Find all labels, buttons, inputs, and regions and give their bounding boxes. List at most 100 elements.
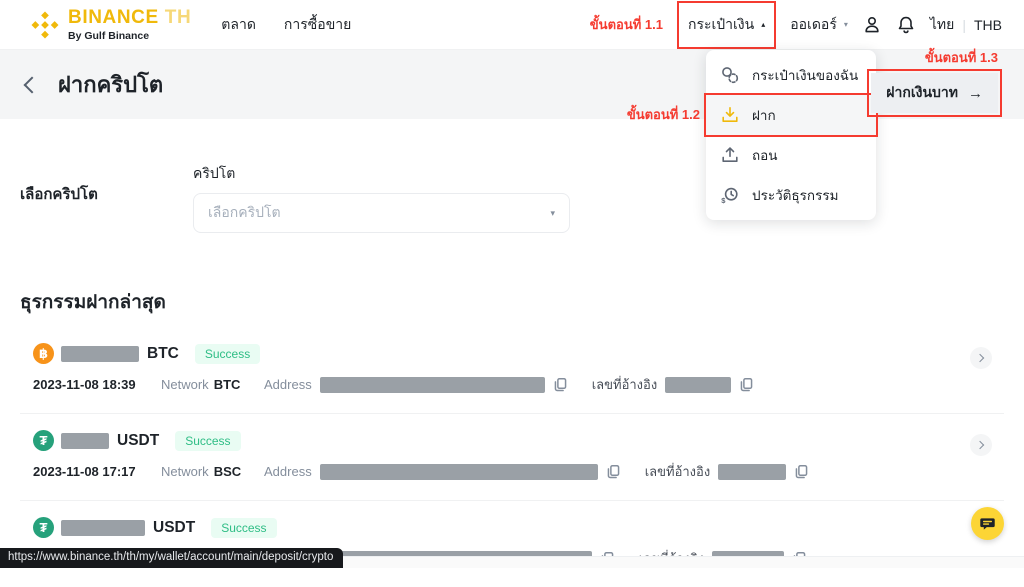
- nav-link-trade[interactable]: การซื้อขาย: [283, 15, 352, 32]
- section-label: เลือกคริปโต: [20, 186, 98, 203]
- navbar-right: ขั้นตอนที่ 1.1 กระเป๋าเงิน ▴ ออเดอร์ ▾ ไ…: [589, 0, 1002, 49]
- redacted-reference: [665, 376, 732, 393]
- nav-links: ตลาด การซื้อขาย: [221, 14, 351, 36]
- transaction-network: Network BTC: [161, 377, 264, 392]
- transaction-row: ฿ BTC Success 2023-11-08 18:39 Network BT…: [20, 327, 1004, 413]
- step-annotation-1-2: ขั้นตอนที่ 1.2: [626, 107, 700, 122]
- transactions-heading: ธุรกรรมฝากล่าสุด: [20, 292, 166, 313]
- redacted-amount: [61, 345, 139, 362]
- redacted-amount: [61, 432, 109, 449]
- status-badge: Success: [211, 517, 277, 538]
- crypto-field: คริปโต เลือกคริปโต ▾: [193, 163, 570, 233]
- status-badge: Success: [194, 343, 261, 364]
- page-title: ฝากคริปโต: [58, 72, 164, 97]
- network-label: Network: [161, 377, 209, 392]
- status-badge: Success: [175, 430, 241, 451]
- wallet-overview-icon: [720, 65, 740, 85]
- brand-subtitle: By Gulf Binance: [68, 29, 150, 42]
- step-annotation-1-1: ขั้นตอนที่ 1.1: [589, 17, 663, 32]
- nav-link-markets[interactable]: ตลาด: [221, 15, 256, 32]
- menu-item-label: ถอน: [752, 148, 778, 163]
- address-label: Address: [264, 377, 312, 392]
- menu-item-deposit[interactable]: ฝาก: [706, 95, 876, 135]
- menu-item-transaction-history[interactable]: ประวัติธุรกรรม: [706, 175, 876, 215]
- coin-name: USDT: [117, 431, 160, 449]
- step-annotation-1-3: ขั้นตอนที่ 1.3: [924, 50, 998, 65]
- binance-logo[interactable]: BINANCE TH By Gulf Binance: [30, 8, 191, 42]
- transaction-datetime: 2023-11-08 17:17: [33, 464, 136, 479]
- menu-item-label: ประวัติธุรกรรม: [752, 188, 839, 203]
- usdt-coin-icon: ₮: [33, 517, 54, 538]
- chevron-right-icon: [975, 440, 985, 450]
- transaction-history-icon: [720, 185, 740, 205]
- bell-icon: [896, 15, 916, 35]
- binance-diamond-icon: [30, 10, 60, 40]
- wallet-menu[interactable]: กระเป๋าเงิน ▴: [676, 0, 777, 49]
- person-icon: [862, 15, 882, 35]
- crypto-select[interactable]: เลือกคริปโต ▾: [193, 193, 570, 233]
- select-crypto-section: เลือกคริปโต คริปโต เลือกคริปโต ▾: [20, 119, 1004, 233]
- top-navbar: BINANCE TH By Gulf Binance ตลาด การซื้อข…: [0, 0, 1024, 50]
- chevron-right-icon: [975, 353, 985, 363]
- menu-item-withdraw[interactable]: ถอน: [706, 135, 876, 175]
- transaction-row: ₮ USDT Success 2023-11-08 17:17 Network B…: [20, 413, 1004, 500]
- copy-icon[interactable]: [553, 377, 568, 392]
- menu-item-label: ฝาก: [752, 108, 776, 123]
- chat-bubble-icon: [978, 514, 997, 533]
- deposit-fiat-label: ฝากเงินบาท: [886, 84, 958, 100]
- coin-name: BTC: [147, 344, 179, 362]
- redacted-address: [319, 376, 545, 393]
- crypto-select-placeholder: เลือกคริปโต: [208, 204, 281, 220]
- crypto-field-label: คริปโต: [193, 165, 236, 181]
- chat-support-button[interactable]: [971, 507, 1004, 540]
- transaction-datetime: 2023-11-08 18:39: [33, 377, 136, 392]
- chevron-down-icon: ▾: [843, 20, 848, 29]
- chevron-down-icon: ▾: [550, 207, 555, 218]
- language-button[interactable]: ไทย: [929, 15, 955, 32]
- transaction-network: Network BSC: [161, 464, 264, 479]
- row-expand-button[interactable]: [970, 434, 992, 456]
- btc-coin-icon: ฿: [33, 343, 54, 364]
- back-icon[interactable]: [23, 76, 41, 93]
- brand-name: BINANCE: [68, 6, 159, 28]
- withdraw-icon: [720, 145, 740, 165]
- transaction-reference: เลขที่อ้างอิง: [592, 374, 754, 395]
- orders-menu-label: ออเดอร์: [790, 15, 837, 32]
- arrow-right-icon: →: [968, 84, 983, 102]
- orders-menu[interactable]: ออเดอร์ ▾: [790, 14, 848, 36]
- transaction-row: ₮ USDT Success 2023-11-08 16:22 NetworkB…: [20, 500, 1004, 587]
- network-value: BSC: [213, 464, 242, 479]
- reference-label: เลขที่อ้างอิง: [591, 377, 658, 392]
- copy-icon[interactable]: [739, 377, 754, 392]
- transaction-reference: เลขที่อ้างอิง: [645, 461, 809, 482]
- wallet-menu-label: กระเป๋าเงิน: [687, 15, 755, 32]
- redacted-amount: [61, 519, 145, 536]
- account-button[interactable]: [862, 15, 882, 35]
- redacted-address: [319, 463, 598, 480]
- chevron-up-icon: ▴: [761, 20, 766, 29]
- notifications-button[interactable]: [896, 15, 916, 35]
- menu-item-label: กระเป๋าเงินของฉัน: [752, 68, 859, 83]
- network-value: BTC: [213, 377, 241, 392]
- redacted-reference: [718, 463, 787, 480]
- status-bar-url: https://www.binance.th/th/my/wallet/acco…: [0, 548, 344, 568]
- locale-divider: |: [962, 16, 966, 33]
- brand-suffix: TH: [164, 6, 192, 28]
- currency-button[interactable]: THB: [974, 16, 1002, 33]
- copy-icon[interactable]: [794, 464, 809, 479]
- transaction-address: Address: [264, 463, 621, 480]
- coin-name: USDT: [153, 518, 196, 536]
- address-label: Address: [264, 464, 312, 479]
- deposit-fiat-button[interactable]: ฝากเงินบาท →: [871, 73, 998, 113]
- usdt-coin-icon: ₮: [33, 430, 54, 451]
- menu-item-my-wallet[interactable]: กระเป๋าเงินของฉัน: [706, 55, 876, 95]
- locale-switcher: ไทย | THB: [930, 14, 1002, 36]
- row-expand-button[interactable]: [970, 347, 992, 369]
- wallet-dropdown-menu: กระเป๋าเงินของฉัน ฝาก ถอน ประวัติธุรกรรม: [706, 50, 876, 220]
- reference-label: เลขที่อ้างอิง: [644, 464, 711, 479]
- network-label: Network: [161, 464, 209, 479]
- copy-icon[interactable]: [606, 464, 621, 479]
- deposit-icon: [720, 105, 740, 125]
- transaction-address: Address: [264, 376, 568, 393]
- deposit-fiat-highlight-box: ฝากเงินบาท →: [867, 69, 1002, 117]
